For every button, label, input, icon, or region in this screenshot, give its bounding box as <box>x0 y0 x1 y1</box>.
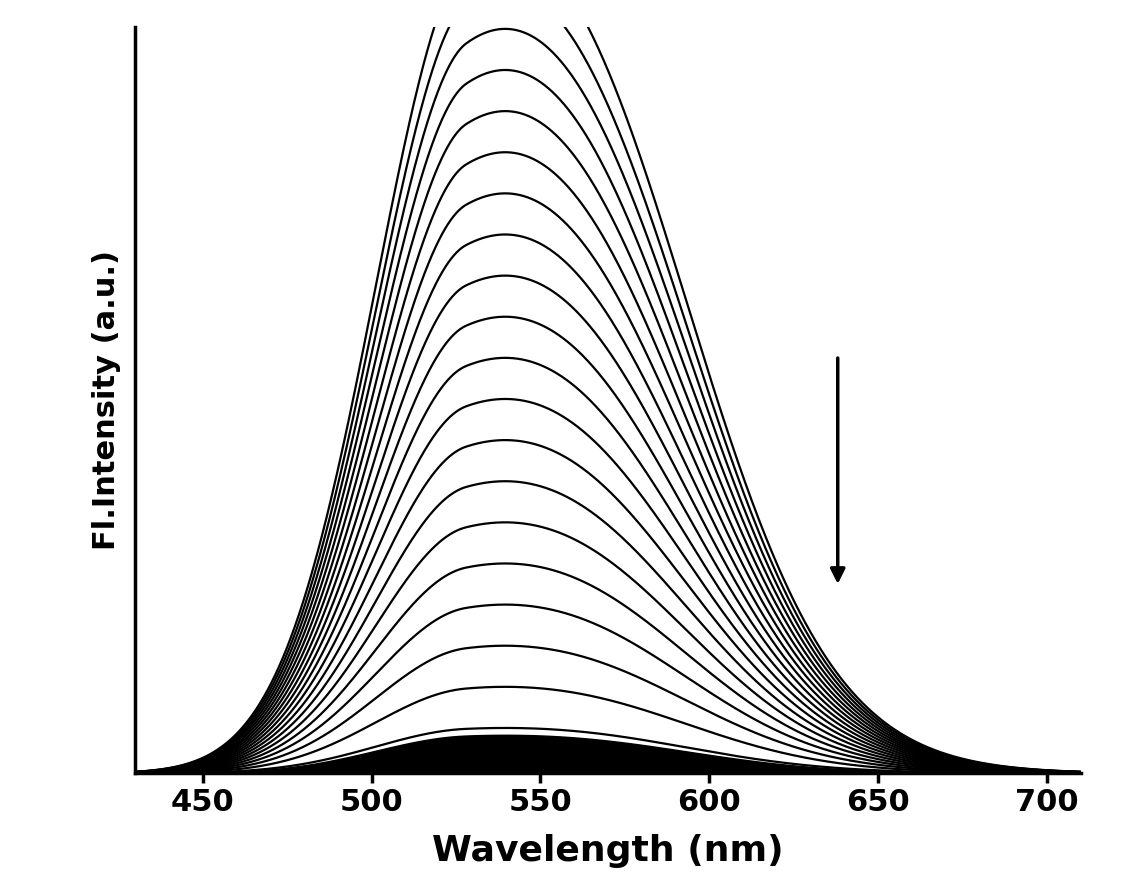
X-axis label: Wavelength (nm): Wavelength (nm) <box>432 834 784 868</box>
Y-axis label: Fl.Intensity (a.u.): Fl.Intensity (a.u.) <box>92 250 122 550</box>
